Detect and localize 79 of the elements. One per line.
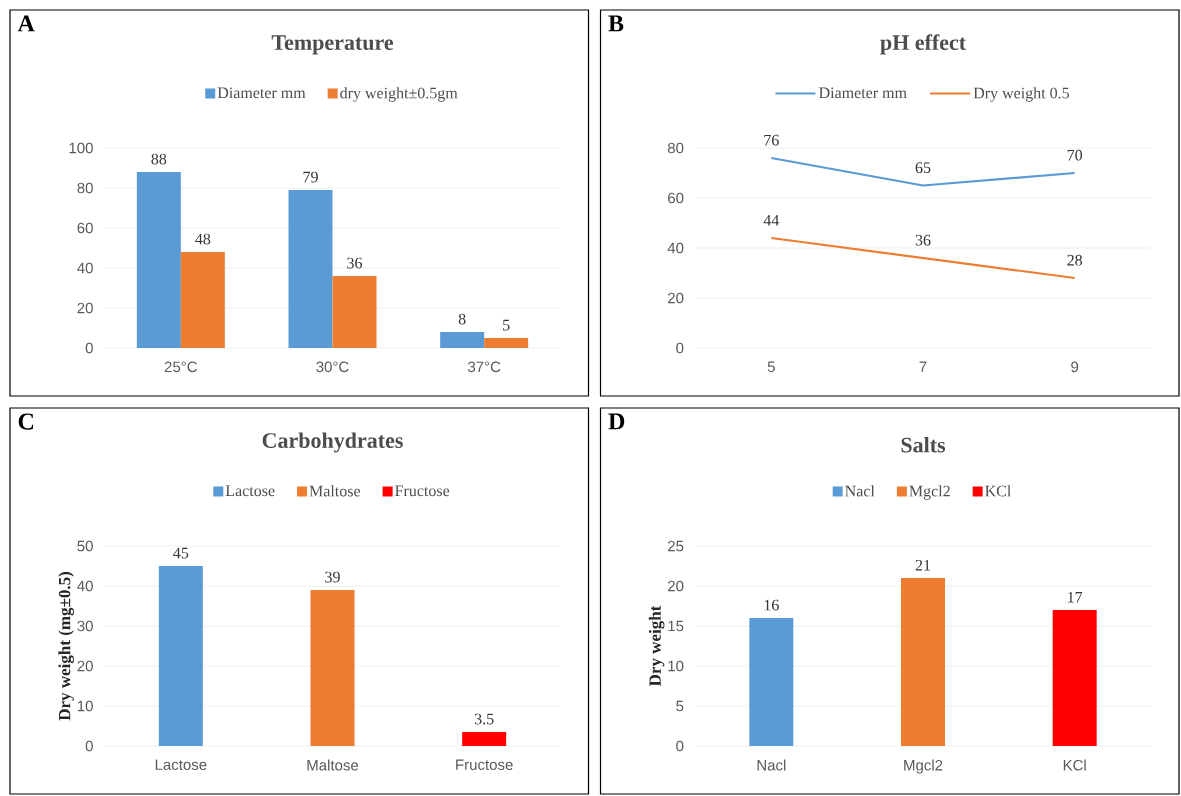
y-tick-label: 80 bbox=[667, 142, 684, 154]
y-tick-label: 60 bbox=[668, 192, 684, 204]
y-tick-label: 40 bbox=[77, 580, 93, 592]
x-tick-label: KCl bbox=[1063, 759, 1086, 771]
x-tick-label: Lactose bbox=[155, 759, 207, 770]
y-axis-title: Dry weight (mg±0.5) bbox=[58, 571, 74, 721]
y-tick-label: 80 bbox=[77, 182, 93, 194]
y-tick-label: 15 bbox=[668, 620, 684, 632]
text: D bbox=[608, 413, 625, 430]
x-tick-label: Fructose bbox=[456, 759, 513, 770]
bar bbox=[288, 190, 333, 348]
y-tick-label: 10 bbox=[668, 660, 684, 672]
text: B bbox=[608, 15, 624, 32]
data-label: 17 bbox=[1068, 591, 1083, 603]
bar bbox=[332, 276, 377, 348]
y-axis-title: Dry weight bbox=[648, 605, 665, 687]
y-tick-label: 0 bbox=[85, 342, 93, 354]
x-tick-label: 25°C bbox=[164, 361, 198, 373]
x-tick-label: 5 bbox=[767, 361, 775, 372]
legend-label: Maltose bbox=[309, 485, 361, 497]
text: A bbox=[17, 15, 35, 32]
y-tick-label: 20 bbox=[668, 580, 684, 592]
x-tick-label: 9 bbox=[1071, 361, 1079, 373]
legend-label: Diameter mm bbox=[819, 87, 907, 99]
data-label: 8 bbox=[458, 313, 466, 325]
data-label: 21 bbox=[915, 559, 931, 571]
y-tick-label: 20 bbox=[77, 302, 93, 314]
chart-title: pH effect bbox=[880, 34, 966, 55]
y-tick-label: 5 bbox=[676, 700, 684, 712]
y-tick-label: 25 bbox=[668, 540, 684, 552]
data-label: 88 bbox=[151, 153, 167, 165]
x-tick-label: 7 bbox=[919, 361, 927, 372]
legend-label: Mgcl2 bbox=[909, 485, 950, 500]
y-tick-label: 20 bbox=[77, 660, 93, 672]
bar bbox=[136, 172, 181, 348]
text: C bbox=[18, 413, 34, 430]
data-label: 65 bbox=[915, 162, 931, 174]
x-tick-label: Maltose bbox=[307, 759, 359, 771]
bar bbox=[180, 251, 225, 348]
legend-label: KCl bbox=[985, 485, 1012, 497]
data-label: 45 bbox=[173, 547, 189, 559]
legend-label: Nacl bbox=[845, 485, 875, 497]
data-label: 39 bbox=[325, 571, 340, 583]
data-label: 36 bbox=[915, 234, 931, 246]
y-tick-label: 30 bbox=[77, 620, 93, 632]
data-label: 48 bbox=[195, 233, 211, 245]
data-label: 5 bbox=[503, 319, 510, 331]
y-tick-label: 0 bbox=[676, 740, 684, 752]
data-label: 76 bbox=[764, 134, 779, 146]
legend-label: Diameter mm bbox=[217, 87, 306, 99]
x-tick-label: 37°C bbox=[467, 361, 501, 373]
y-tick-label: 40 bbox=[667, 242, 684, 254]
y-tick-label: 100 bbox=[69, 142, 93, 154]
data-label: 44 bbox=[763, 215, 780, 226]
chart-title: Salts bbox=[901, 437, 946, 453]
bar bbox=[484, 338, 529, 348]
bar bbox=[440, 332, 485, 348]
y-tick-label: 60 bbox=[77, 222, 93, 234]
legend-label: dry weight±0.5gm bbox=[340, 87, 458, 102]
chart-title: Carbohydrates bbox=[262, 432, 403, 453]
data-label: 79 bbox=[303, 171, 318, 183]
chart-title: Temperature bbox=[271, 35, 394, 55]
y-tick-label: 10 bbox=[77, 700, 93, 712]
data-label: 16 bbox=[764, 599, 779, 611]
x-tick-label: Nacl bbox=[757, 759, 786, 771]
data-label: 70 bbox=[1067, 149, 1083, 161]
data-label: 3.5 bbox=[474, 713, 494, 725]
data-label: 28 bbox=[1067, 254, 1083, 266]
legend-label: Lactose bbox=[225, 485, 275, 497]
legend-label: Fructose bbox=[395, 485, 450, 497]
data-label: 36 bbox=[347, 257, 363, 269]
y-tick-label: 0 bbox=[676, 342, 684, 354]
legend-label: Dry weight 0.5 bbox=[973, 87, 1069, 102]
x-tick-label: Mgcl2 bbox=[904, 759, 943, 774]
y-tick-label: 0 bbox=[85, 740, 93, 752]
x-tick-label: 30°C bbox=[316, 361, 349, 373]
y-tick-label: 20 bbox=[668, 292, 684, 304]
y-tick-label: 40 bbox=[77, 262, 93, 274]
y-tick-label: 50 bbox=[77, 540, 93, 552]
